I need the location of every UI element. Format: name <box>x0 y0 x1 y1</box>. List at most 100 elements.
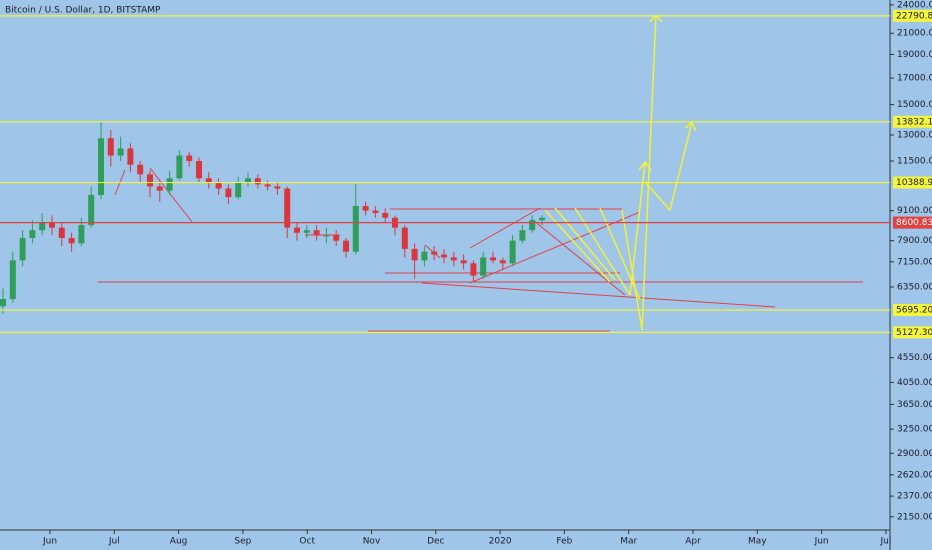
candle-body <box>147 174 153 187</box>
candle-body <box>313 230 320 236</box>
y-tick-label: 9100.00 <box>897 206 932 216</box>
candle-body <box>245 178 251 183</box>
candle-body <box>352 206 359 252</box>
candle-body <box>490 257 496 261</box>
y-tick-label: 24000.00 <box>897 0 932 10</box>
candle-body <box>539 217 545 221</box>
candle-body <box>205 178 212 183</box>
y-tick-label: 3650.00 <box>897 400 932 410</box>
candle-body <box>176 155 183 179</box>
candle-body <box>9 260 16 300</box>
candle-body <box>225 188 232 198</box>
candle-body <box>343 240 349 252</box>
y-tick-label: 7150.00 <box>897 257 932 267</box>
price-level-badge <box>893 115 932 128</box>
price-level-label: 5695.20 <box>896 306 932 316</box>
x-tick-label: Dec <box>427 537 444 547</box>
price-level-badge <box>893 176 932 189</box>
x-tick-label: Mar <box>620 537 637 547</box>
candle-body <box>382 212 389 218</box>
candle-body <box>166 178 173 191</box>
y-tick-label: 7900.00 <box>897 236 932 246</box>
candle-body <box>49 222 55 228</box>
price-level-label: 8600.83 <box>896 218 932 228</box>
candle-body <box>323 235 330 237</box>
candle-body <box>519 230 526 241</box>
candle-body <box>196 160 202 179</box>
candle-body <box>450 257 457 261</box>
y-tick-label: 2370.00 <box>897 492 932 502</box>
y-tick-label: 11500.00 <box>897 156 932 166</box>
y-tick-label: 6350.00 <box>897 282 932 292</box>
candle-body <box>274 186 281 189</box>
x-tick-label: Jul <box>879 537 891 547</box>
y-tick-label: 4050.00 <box>897 378 932 388</box>
y-tick-label: 2150.00 <box>897 512 932 522</box>
candle-body <box>411 248 418 261</box>
x-tick-label: Oct <box>299 537 315 547</box>
x-tick-label: Nov <box>363 537 381 547</box>
x-tick-label: Jul <box>108 537 120 547</box>
price-level-label: 5127.30 <box>896 328 932 338</box>
y-tick-label: 2900.00 <box>897 449 932 459</box>
candle-body <box>107 138 114 156</box>
candle-body <box>303 230 310 233</box>
candle-body <box>235 182 242 198</box>
candle-body <box>480 257 487 276</box>
candle-body <box>127 148 134 165</box>
x-tick-label: Jun <box>814 537 829 547</box>
x-tick-label: Apr <box>685 537 701 547</box>
candle-body <box>98 138 104 195</box>
price-level-badge <box>893 9 932 22</box>
y-tick-label: 2620.00 <box>897 470 932 480</box>
price-level-label: 13832.11 <box>896 117 932 127</box>
candle-body <box>372 210 379 213</box>
projection-lines <box>544 13 697 331</box>
candle-body <box>58 227 65 238</box>
candle-body <box>39 222 46 231</box>
y-tick-label: 13000.00 <box>897 130 932 140</box>
candle-body <box>264 184 271 187</box>
candle-body <box>362 206 369 211</box>
candle-body <box>88 194 95 226</box>
candle-body <box>421 251 428 261</box>
candle-body <box>19 237 26 261</box>
y-tick-label: 15000.00 <box>897 100 932 110</box>
price-level-label: 10388.95 <box>896 178 932 188</box>
chart-title: Bitcoin / U.S. Dollar, 1D, BITSTAMP <box>5 6 161 16</box>
candle-body <box>509 240 516 264</box>
price-level-label: 22790.82 <box>896 11 932 21</box>
candle-body <box>441 254 447 258</box>
candle-body <box>333 235 340 241</box>
candle-body <box>78 225 85 244</box>
candle-body <box>0 299 6 307</box>
candle-body <box>470 263 477 276</box>
candle-body <box>186 155 193 161</box>
candle-body <box>529 220 536 231</box>
candle-body <box>254 178 261 185</box>
x-tick-label: Sep <box>234 537 251 547</box>
y-tick-label: 19000.00 <box>897 50 932 60</box>
candle-body <box>431 251 438 255</box>
candles <box>0 122 545 314</box>
candle-body <box>68 237 75 244</box>
y-tick-label: 4550.00 <box>897 353 932 363</box>
y-tick-label: 21000.00 <box>897 29 932 39</box>
candle-body <box>117 148 124 156</box>
x-tick-label: May <box>748 537 767 547</box>
y-tick-label: 17000.00 <box>897 74 932 84</box>
candle-body <box>499 260 506 264</box>
drawings <box>98 13 863 332</box>
trend-lines <box>98 167 863 332</box>
x-tick-label: Aug <box>170 537 188 547</box>
candle-body <box>294 227 300 233</box>
price-level-badge <box>893 304 932 317</box>
candle-body <box>401 227 408 249</box>
x-tick-label: Jun <box>42 537 57 547</box>
candle-body <box>156 186 163 191</box>
x-tick-label: 2020 <box>489 537 512 547</box>
candle-body <box>137 164 144 175</box>
y-tick-label: 3250.00 <box>897 425 932 435</box>
price-level-badge <box>893 216 932 229</box>
